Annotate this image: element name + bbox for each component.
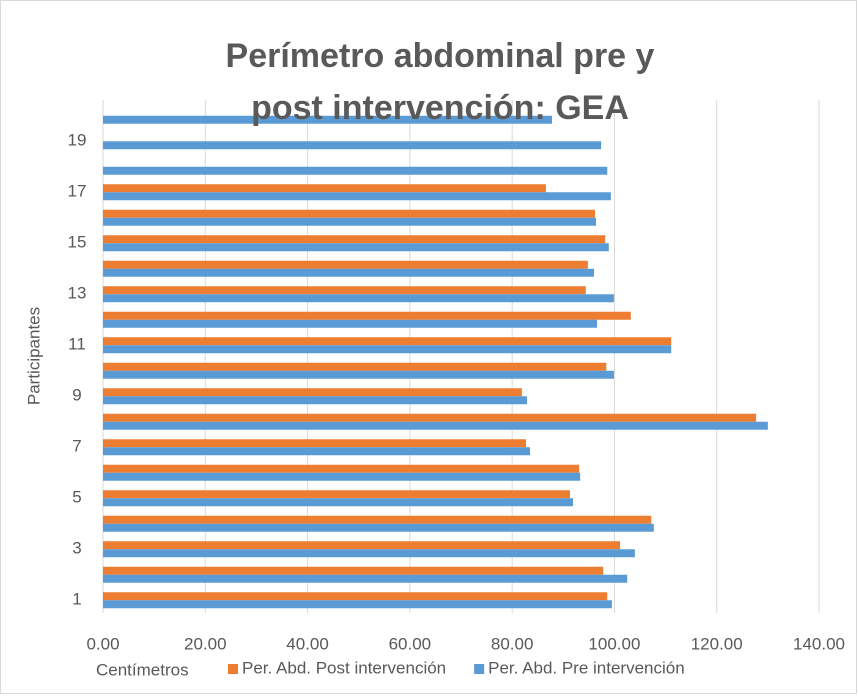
y-tick-label: 13: [68, 284, 87, 303]
bar: [103, 600, 612, 609]
bar: [103, 362, 607, 371]
bar: [103, 184, 546, 193]
bar: [103, 311, 631, 320]
bar: [103, 319, 598, 328]
bar: [103, 566, 604, 575]
bar: [103, 498, 574, 507]
bar: [103, 209, 595, 218]
x-tick-label: 120.00: [691, 634, 743, 653]
y-tick-label: 15: [68, 233, 87, 252]
bar: [103, 396, 527, 405]
y-tick-label: 11: [68, 335, 86, 354]
bar: [103, 166, 608, 175]
bar: [103, 294, 614, 303]
y-tick-label: 19: [68, 131, 87, 150]
bar: [103, 439, 526, 448]
y-tick-label: 5: [72, 488, 81, 507]
y-axis-label: Participantes: [24, 307, 43, 405]
x-tick-label: 80.00: [491, 634, 534, 653]
bar: [103, 541, 621, 550]
legend-swatch: [474, 664, 485, 674]
bar: [103, 549, 635, 558]
y-tick-label: 1: [72, 590, 81, 609]
bar: [103, 523, 654, 532]
x-tick-label: 20.00: [184, 634, 227, 653]
bar: [103, 472, 581, 481]
x-axis-label: Centímetros: [96, 660, 189, 679]
x-tick-label: 100.00: [588, 634, 640, 653]
bar: [103, 421, 768, 430]
chart-title: post intervención: GEA: [251, 89, 629, 127]
legend-swatch: [228, 664, 238, 674]
bar: [103, 235, 606, 244]
bar: [103, 388, 522, 397]
legend-label: Per. Abd. Pre intervención: [488, 658, 685, 677]
bar: [103, 370, 614, 379]
bar: [103, 515, 652, 524]
bar: [103, 141, 602, 150]
y-tick-label: 3: [72, 539, 81, 558]
bar: [103, 464, 580, 473]
bar: [103, 268, 594, 277]
y-tick-label: 17: [68, 182, 87, 201]
bar: [103, 260, 588, 269]
bar: [103, 447, 531, 456]
bar: [103, 337, 672, 346]
bar: [103, 243, 609, 252]
x-tick-label: 60.00: [389, 634, 432, 653]
bars: [103, 115, 768, 609]
bar: [103, 217, 597, 226]
x-tick-label: 140.00: [793, 634, 845, 653]
chart-title: Perímetro abdominal pre y: [226, 37, 655, 75]
y-tick-label: 9: [72, 386, 81, 405]
y-tick-label: 7: [72, 437, 81, 456]
bar: [103, 574, 628, 583]
x-tick-label: 40.00: [286, 634, 329, 653]
bar: [103, 192, 611, 201]
legend-label: Per. Abd. Post intervención: [242, 658, 446, 677]
bar: [103, 592, 608, 601]
bar: [103, 413, 757, 422]
bar: [103, 115, 553, 124]
bar: [103, 490, 570, 499]
bar: [103, 345, 672, 354]
bar: [103, 286, 586, 295]
x-tick-label: 0.00: [86, 634, 119, 653]
